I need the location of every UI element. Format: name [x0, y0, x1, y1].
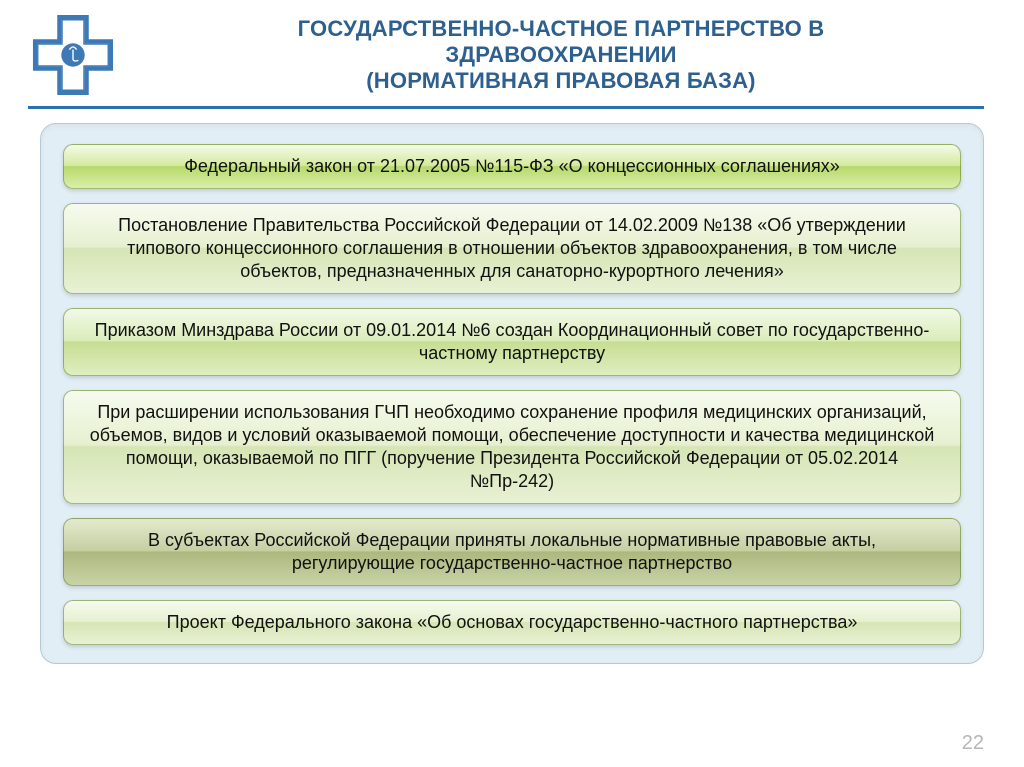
header: ГОСУДАРСТВЕННО-ЧАСТНОЕ ПАРТНЕРСТВО В ЗДР…: [0, 0, 1024, 100]
title-line-2: ЗДРАВООХРАНЕНИИ: [138, 42, 984, 68]
header-divider: [28, 106, 984, 109]
slide-title: ГОСУДАРСТВЕННО-ЧАСТНОЕ ПАРТНЕРСТВО В ЗДР…: [138, 10, 984, 94]
page-number: 22: [962, 732, 984, 755]
card-5: В субъектах Российской Федерации приняты…: [63, 518, 961, 586]
card-6: Проект Федерального закона «Об основах г…: [63, 600, 961, 645]
card-3: Приказом Минздрава России от 09.01.2014 …: [63, 308, 961, 376]
title-line-1: ГОСУДАРСТВЕННО-ЧАСТНОЕ ПАРТНЕРСТВО В: [138, 16, 984, 42]
card-4: При расширении использования ГЧП необход…: [63, 390, 961, 504]
card-1: Федеральный закон от 21.07.2005 №115-ФЗ …: [63, 144, 961, 189]
title-line-3: (НОРМАТИВНАЯ ПРАВОВАЯ БАЗА): [138, 68, 984, 94]
content-panel: Федеральный закон от 21.07.2005 №115-ФЗ …: [40, 123, 984, 664]
card-2: Постановление Правительства Российской Ф…: [63, 203, 961, 294]
medical-cross-logo: [28, 10, 118, 100]
